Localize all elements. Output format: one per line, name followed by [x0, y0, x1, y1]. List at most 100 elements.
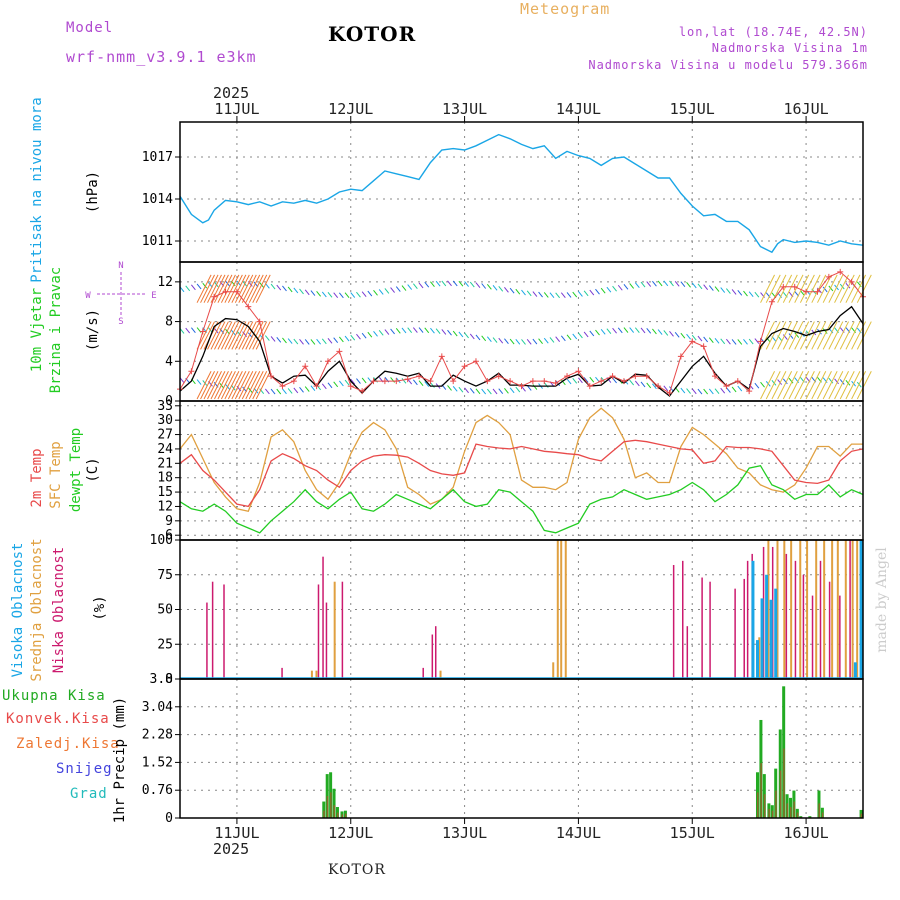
wind-barb [663, 280, 669, 287]
gust-marker [848, 278, 855, 285]
precip-total-bar [332, 788, 336, 818]
gust-marker [324, 358, 331, 365]
wind-barb [185, 327, 191, 334]
wind-hatch [817, 321, 832, 350]
gust-marker [393, 378, 400, 385]
x-label-bottom: 16JUL [784, 824, 829, 842]
wind-hatch [200, 321, 215, 350]
wind-hatch [245, 321, 261, 350]
cloud-bar [771, 546, 774, 679]
wind-barb [327, 338, 333, 344]
wind-barb [299, 288, 304, 295]
precip-conv-bar [763, 794, 766, 818]
wind-hatch [217, 321, 233, 350]
wind-barb [395, 286, 401, 292]
wind-barb [407, 284, 413, 290]
legend-total-rain: Ukupna Kisa [2, 688, 106, 704]
wind-barb [270, 283, 276, 290]
wind-barb [572, 333, 578, 340]
wind-hatch [224, 370, 240, 400]
wind-barb [310, 290, 316, 296]
wind-barb [447, 280, 452, 287]
temp-tick-label: 30 [157, 413, 173, 428]
precip-conv-bar [771, 810, 774, 818]
wind-barb [350, 334, 356, 341]
wind-barb [282, 388, 287, 395]
wind-barb [407, 378, 413, 385]
gust-marker [268, 373, 275, 380]
wind-barb [304, 339, 310, 345]
wind-barb [338, 336, 344, 343]
compass-icon: N W E S [85, 261, 156, 327]
wind-hatch [227, 274, 243, 303]
wind-hatch [794, 321, 810, 350]
year-label-bottom: 2025 [213, 840, 250, 858]
wind-barb [299, 387, 304, 393]
wind-hatch [765, 370, 781, 400]
wind-barb [686, 333, 691, 340]
wind-barb [515, 339, 521, 345]
wind-barb [788, 377, 794, 384]
cloud-bar [310, 670, 313, 679]
wind-barb [549, 337, 555, 343]
cloud-bar [767, 540, 770, 679]
wind-title-1: 10m Vjetar [29, 288, 45, 372]
wind-hatch [245, 370, 261, 400]
wind-barb [475, 388, 481, 395]
wind-unit: (m/s) [85, 309, 101, 351]
wind-hatch [207, 321, 222, 350]
wind-barb [412, 283, 418, 290]
temp-unit: (C) [85, 457, 101, 482]
wind-barb [538, 291, 543, 298]
precip-tick-label: 2.28 [142, 728, 173, 743]
wind-hatch [794, 274, 810, 303]
wind-barb [595, 329, 600, 336]
precip-conv-bar [330, 792, 332, 818]
wind-hatch [231, 274, 247, 303]
wind-barb [486, 388, 492, 395]
wind-barb [219, 382, 225, 389]
wind-barb [293, 287, 299, 294]
wind-barb [560, 379, 566, 386]
cloud-bar [836, 540, 839, 679]
wind-hatch [241, 274, 257, 303]
precip-conv-bar [783, 748, 785, 818]
wind-barb [344, 292, 350, 299]
wind-barb [259, 388, 265, 394]
wind-hatch [241, 370, 257, 400]
wind-barb [276, 336, 282, 343]
wind-barb [287, 388, 293, 394]
cloud-bar [799, 540, 802, 679]
cloud-bar [734, 588, 736, 679]
wind-barb [572, 291, 578, 298]
wind-barb [447, 329, 452, 336]
wind-hatch [845, 321, 861, 350]
wind-barb [737, 289, 743, 296]
wind-barb [589, 289, 595, 296]
legend-snow: Snijeg [56, 761, 113, 777]
wind-barb [373, 330, 378, 337]
wind-barb [691, 388, 697, 395]
cloud-bar [341, 581, 344, 679]
wind-barb [458, 386, 464, 393]
temp-tick-label: 24 [157, 442, 173, 457]
gust-marker [757, 338, 764, 345]
wind-barb [817, 287, 822, 294]
wind-barb [748, 291, 754, 298]
cloud-tick-label: 0 [165, 672, 173, 687]
wind-barb [447, 385, 452, 391]
gust-marker [575, 368, 582, 375]
wind-barb [703, 284, 709, 290]
wind-barb [367, 377, 373, 383]
model-name: wrf-nmm_v3.9.1 e3km [66, 48, 257, 66]
wind-barb [361, 332, 367, 339]
wind-hatch [828, 274, 844, 303]
wind-barb [441, 280, 447, 287]
wind-barb [412, 379, 418, 386]
wind-barb [657, 329, 663, 335]
gust-marker [609, 373, 616, 380]
pressure-tick-label: 1017 [142, 150, 173, 165]
wind-barb [606, 286, 612, 293]
wind-hatch [234, 370, 250, 400]
wind-hatch [788, 321, 804, 350]
